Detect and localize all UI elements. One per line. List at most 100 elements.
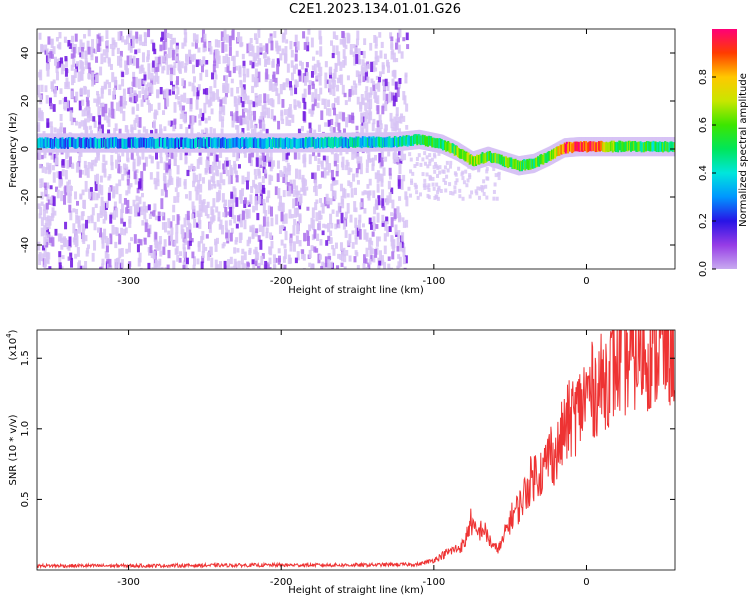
- noise-cell: [176, 214, 180, 225]
- noise-cell: [172, 37, 176, 44]
- signal-cell: [377, 136, 380, 147]
- noise-cell: [53, 153, 57, 163]
- signal-cell: [595, 142, 598, 152]
- noise-cell: [119, 95, 123, 107]
- noise-cell: [184, 238, 188, 245]
- noise-cell: [52, 172, 56, 183]
- signal-cell: [532, 158, 535, 169]
- noise-cell: [409, 169, 413, 174]
- signal-cell: [309, 137, 312, 148]
- noise-cell: [51, 237, 55, 247]
- noise-cell: [111, 224, 115, 235]
- noise-cell: [147, 102, 151, 113]
- noise-cell: [208, 42, 212, 48]
- signal-cell: [403, 135, 406, 146]
- noise-cell: [88, 67, 92, 75]
- noise-cell: [163, 126, 167, 132]
- noise-cell: [206, 213, 210, 219]
- noise-cell: [259, 155, 263, 165]
- noise-cell: [249, 113, 253, 121]
- signal-cell: [189, 138, 192, 149]
- noise-cell: [79, 87, 83, 96]
- signal-cell: [289, 138, 292, 149]
- signal-cell: [198, 139, 201, 149]
- noise-cell: [388, 167, 392, 176]
- noise-cell: [374, 50, 378, 59]
- noise-cell: [130, 237, 134, 242]
- noise-cell: [392, 153, 396, 164]
- noise-cell: [170, 150, 174, 159]
- noise-cell: [369, 98, 373, 109]
- noise-cell: [405, 103, 409, 112]
- noise-cell: [248, 102, 252, 114]
- noise-cell: [44, 85, 48, 93]
- noise-cell: [113, 128, 117, 137]
- noise-cell: [175, 45, 179, 53]
- signal-cell: [478, 154, 481, 165]
- noise-cell: [182, 243, 186, 250]
- noise-cell: [206, 252, 210, 261]
- noise-cell: [230, 87, 234, 97]
- signal-cell: [100, 138, 103, 148]
- noise-cell: [194, 39, 198, 49]
- signal-cell: [523, 159, 526, 169]
- noise-cell: [171, 49, 175, 61]
- noise-cell: [50, 51, 54, 59]
- signal-cell: [669, 141, 672, 152]
- noise-cell: [227, 175, 231, 185]
- noise-cell: [68, 156, 72, 168]
- noise-cell: [246, 95, 250, 105]
- noise-cell: [253, 33, 257, 40]
- noise-cell: [155, 71, 159, 82]
- signal-cell: [381, 138, 384, 148]
- noise-cell: [233, 194, 237, 203]
- noise-cell: [394, 224, 398, 235]
- noise-cell: [102, 205, 106, 217]
- noise-cell: [39, 110, 43, 120]
- noise-cell: [141, 220, 145, 226]
- signal-cell: [574, 141, 577, 152]
- noise-cell: [256, 267, 260, 269]
- noise-cell: [126, 129, 130, 138]
- noise-cell: [332, 177, 336, 182]
- noise-cell: [165, 153, 169, 161]
- noise-cell: [327, 259, 331, 269]
- signal-cell: [500, 154, 503, 165]
- signal-cell: [390, 138, 393, 148]
- noise-cell: [108, 107, 112, 118]
- noise-cell: [281, 171, 285, 178]
- noise-cell: [245, 212, 249, 218]
- noise-cell: [43, 258, 47, 267]
- y-tick-label: 20: [20, 95, 31, 108]
- noise-cell: [67, 256, 71, 261]
- noise-cell: [325, 240, 329, 246]
- noise-cell: [275, 88, 279, 96]
- noise-cell: [72, 75, 76, 83]
- signal-cell: [297, 138, 300, 149]
- signal-cell: [38, 138, 41, 148]
- noise-cell: [347, 93, 351, 102]
- noise-cell: [318, 74, 322, 86]
- noise-cell: [264, 260, 268, 269]
- noise-cell: [156, 63, 160, 72]
- signal-cell: [261, 138, 264, 149]
- noise-cell: [138, 178, 142, 189]
- noise-cell: [435, 182, 439, 187]
- noise-cell: [104, 160, 108, 165]
- signal-cell: [140, 137, 143, 148]
- noise-cell: [282, 173, 286, 183]
- noise-cell: [199, 108, 203, 118]
- noise-cell: [49, 121, 53, 128]
- noise-cell: [462, 180, 466, 185]
- noise-cell: [343, 188, 347, 199]
- noise-cell: [351, 151, 355, 160]
- noise-cell: [164, 98, 168, 110]
- noise-cell: [329, 230, 333, 237]
- y-axis-label: Frequency (Hz): [8, 112, 19, 188]
- noise-cell: [202, 56, 206, 67]
- signal-cell: [127, 137, 130, 147]
- noise-cell: [178, 257, 182, 263]
- signal-cell: [387, 137, 390, 148]
- noise-cell: [293, 150, 297, 160]
- noise-cell: [203, 33, 207, 42]
